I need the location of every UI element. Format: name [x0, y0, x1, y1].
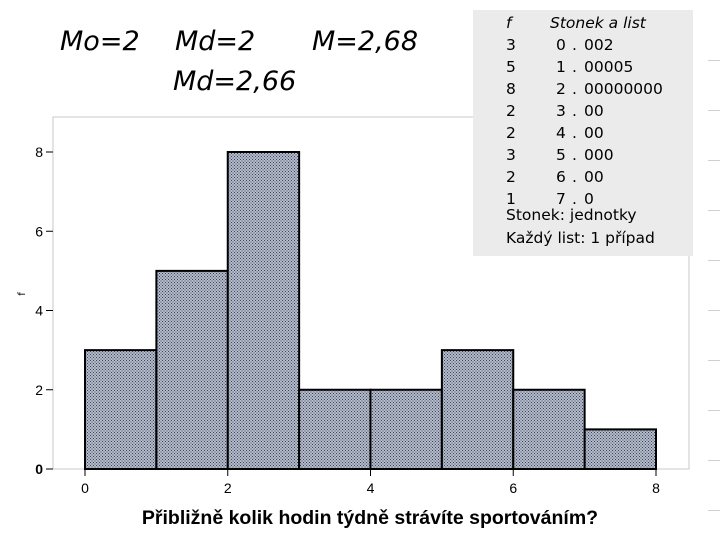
row-frequency: 3: [506, 36, 516, 54]
stem-leaf-header: f Stonek a list: [473, 12, 693, 34]
row-leaf: 00: [584, 124, 604, 142]
leaf-note: Každý list: 1 případ: [506, 229, 655, 247]
row-separator: .: [572, 124, 577, 142]
slide-edge: [706, 0, 720, 540]
header-frequency: f: [506, 14, 512, 32]
row-stem: 5: [556, 146, 566, 164]
row-separator: .: [572, 36, 577, 54]
histogram-bar: [583, 428, 657, 470]
mode-stat: Mo=2: [60, 26, 140, 57]
row-stem: 4: [556, 124, 566, 142]
stem-leaf-row: 3 0. 002: [473, 34, 693, 56]
stem-leaf-box: f Stonek a list 3 0. 002 5 1. 00005 8 2. 0000000…: [473, 10, 693, 256]
stem-leaf-row: 3 5. 000: [473, 144, 693, 166]
row-leaf: 0: [584, 190, 594, 208]
x-tick-label: 6: [509, 480, 517, 496]
row-separator: .: [572, 168, 577, 186]
y-axis-label: f: [17, 292, 28, 296]
row-frequency: 1: [506, 190, 516, 208]
median-stat: Md=2: [175, 26, 256, 57]
row-leaf: 00005: [584, 58, 634, 76]
stem-leaf-row: 2 6. 00: [473, 166, 693, 188]
row-stem: 6: [556, 168, 566, 186]
histogram-bar: [369, 388, 443, 470]
row-separator: .: [572, 102, 577, 120]
histogram-bar: [512, 388, 586, 470]
median-interpolated-stat: Md=2,66: [173, 66, 297, 97]
histogram-bar: [84, 349, 158, 470]
x-axis-label: Přibližně kolik hodin týdně strávíte spo…: [142, 507, 598, 529]
y-tick-label: 0: [35, 461, 43, 477]
row-stem: 0: [556, 36, 566, 54]
y-tick-label: 8: [35, 144, 43, 160]
row-frequency: 2: [506, 124, 516, 142]
x-tick-label: 8: [652, 480, 660, 496]
row-separator: .: [572, 146, 577, 164]
row-leaf: 00: [584, 102, 604, 120]
row-frequency: 8: [506, 80, 516, 98]
y-tick-label: 6: [35, 223, 43, 239]
row-leaf: 002: [584, 36, 614, 54]
row-stem: 1: [556, 58, 566, 76]
stem-leaf-row: 2 3. 00: [473, 100, 693, 122]
row-leaf: 00000000: [584, 80, 663, 98]
row-separator: .: [572, 190, 577, 208]
stem-note: Stonek: jednotky: [506, 206, 637, 224]
y-axis: 0 2 4 6 8: [35, 144, 53, 477]
x-tick-label: 2: [224, 480, 232, 496]
row-leaf: 00: [584, 168, 604, 186]
histogram-bar: [298, 388, 372, 470]
header-title: Stonek a list: [550, 14, 646, 32]
y-tick-label: 2: [35, 382, 43, 398]
row-stem: 7: [556, 190, 566, 208]
stem-leaf-row: 8 2. 00000000: [473, 78, 693, 100]
row-stem: 2: [556, 80, 566, 98]
row-leaf: 000: [584, 146, 614, 164]
mean-stat: M=2,68: [312, 26, 419, 57]
row-separator: .: [572, 80, 577, 98]
histogram-bar: [155, 269, 229, 470]
x-tick-label: 0: [81, 480, 89, 496]
row-stem: 3: [556, 102, 566, 120]
bars-group: [84, 151, 657, 470]
row-frequency: 3: [506, 146, 516, 164]
stem-leaf-row: 2 4. 00: [473, 122, 693, 144]
histogram-bar: [440, 349, 515, 470]
row-separator: .: [572, 58, 577, 76]
row-frequency: 2: [506, 102, 516, 120]
stem-leaf-row: 5 1. 00005: [473, 56, 693, 78]
row-frequency: 2: [506, 168, 516, 186]
x-tick-label: 4: [367, 480, 375, 496]
x-axis: 0 2 4 6 8: [81, 469, 660, 496]
row-frequency: 5: [506, 58, 516, 76]
histogram-bar: [226, 151, 301, 470]
y-tick-label: 4: [35, 303, 43, 319]
